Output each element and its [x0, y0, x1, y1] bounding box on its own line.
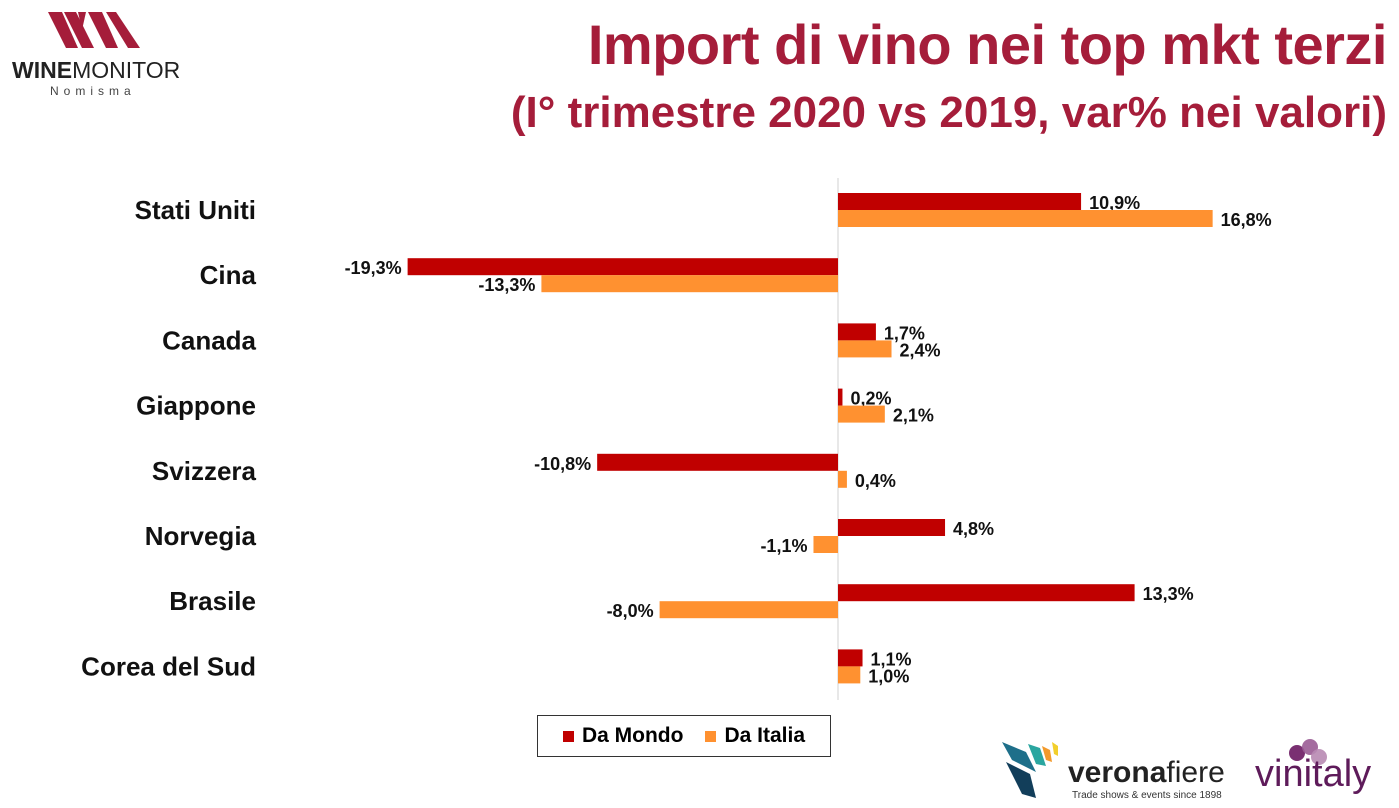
chart-subtitle: (I° trimestre 2020 vs 2019, var% nei val… [510, 88, 1387, 137]
bar-da-mondo [838, 649, 863, 667]
category-label: Corea del Sud [81, 651, 256, 681]
bar-da-mondo [838, 584, 1135, 602]
data-label: -8,0% [607, 601, 654, 621]
data-label: -10,8% [534, 454, 591, 474]
legend-item-da-mondo: Da Mondo [562, 724, 684, 748]
data-label: 1,7% [884, 323, 925, 343]
legend-swatch [705, 730, 717, 742]
winemonitor-light: MONITOR [72, 57, 181, 83]
category-label: Cina [200, 260, 257, 290]
data-label: -19,3% [345, 258, 402, 278]
data-label: 13,3% [1143, 584, 1194, 604]
data-label: 1,0% [868, 666, 909, 686]
legend: Da Mondo Da Italia [537, 715, 831, 757]
category-label: Svizzera [152, 456, 257, 486]
chart-title: Import di vino nei top mkt terzi [587, 13, 1388, 76]
veronafiere-logo: veronafiere Trade shows & events since 1… [1000, 738, 1225, 805]
category-label: Giappone [136, 391, 256, 421]
bar-da-italia [838, 340, 892, 358]
bar-da-mondo [838, 519, 946, 536]
bar-da-mondo [597, 453, 838, 471]
veronafiere-tagline: Trade shows & events since 1898 [1072, 790, 1222, 801]
bar-da-italia [838, 405, 885, 423]
bar-da-mondo [838, 193, 1082, 210]
bar-da-italia [838, 666, 861, 684]
legend-item-da-italia: Da Italia [705, 724, 805, 748]
data-label: 0,2% [850, 389, 891, 409]
vinitaly-name: vinitaly [1255, 753, 1372, 795]
data-label: 16,8% [1221, 210, 1272, 230]
vinitaly-mark-icon [1289, 739, 1327, 765]
legend-swatch [562, 730, 574, 742]
data-label: 10,9% [1089, 193, 1140, 213]
legend-label: Da Italia [724, 724, 806, 747]
legend-label: Da Mondo [581, 724, 684, 747]
category-label: Canada [162, 325, 256, 355]
veronafiere-light: fiere [1166, 756, 1225, 789]
category-label: Stati Uniti [135, 195, 256, 225]
data-label: 2,1% [893, 406, 934, 426]
bar-da-mondo [407, 258, 838, 276]
bar-da-italia [838, 470, 847, 488]
data-label: 0,4% [855, 471, 896, 491]
data-label: -13,3% [478, 275, 535, 295]
data-label: -1,1% [760, 536, 807, 556]
category-label: Norvegia [145, 521, 257, 551]
bar-da-italia [838, 210, 1213, 227]
bar-da-mondo [838, 388, 843, 406]
category-label: Brasile [169, 586, 256, 616]
bar-da-mondo [838, 323, 876, 341]
bar-da-italia [541, 275, 838, 293]
winemonitor-logo: WINEMONITOR Nomisma [12, 10, 182, 98]
winemonitor-mark-icon [48, 12, 140, 48]
data-label: 2,4% [900, 340, 941, 360]
winemonitor-bold: WINE [12, 57, 73, 83]
veronafiere-mark-icon [1002, 742, 1058, 798]
data-label: 4,8% [953, 519, 994, 539]
vinitaly-logo: vinitaly [1255, 735, 1385, 795]
bar-da-italia [659, 601, 838, 619]
bar-da-italia [813, 536, 838, 553]
data-label: 1,1% [871, 649, 912, 669]
winemonitor-sub: Nomisma [50, 84, 136, 98]
veronafiere-bold: verona [1068, 756, 1167, 789]
